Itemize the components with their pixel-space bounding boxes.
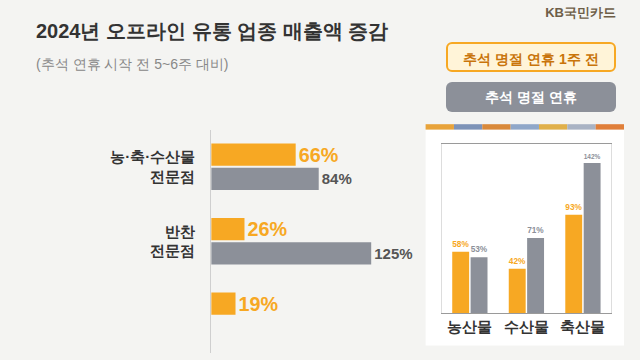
svg-text:84%: 84% <box>322 170 352 187</box>
svg-text:농·축·수산물전문점: 농·축·수산물전문점 <box>110 148 195 185</box>
svg-text:26%: 26% <box>248 218 288 240</box>
html-text:(추석 연휴 시작 전 5~6주 대비): (추석 연휴 시작 전 5~6주 대비) <box>36 56 229 72</box>
svg-text:66%: 66% <box>299 144 339 166</box>
svg-text:농산물: 농산물 <box>447 318 492 335</box>
svg-text:93%: 93% <box>565 203 582 212</box>
html-text:KB국민카드: KB국민카드 <box>545 5 616 20</box>
svg-text:125%: 125% <box>374 245 412 262</box>
svg-text:19%: 19% <box>239 293 279 315</box>
html-text:추석 명절 연휴 1주 전: 추석 명절 연휴 1주 전 <box>463 51 599 67</box>
svg-text:142%: 142% <box>584 153 601 160</box>
svg-text:58%: 58% <box>452 240 469 249</box>
svg-text:71%: 71% <box>527 226 544 235</box>
svg-text:수산물: 수산물 <box>504 318 549 335</box>
html-text:2024년 오프라인 유통 업종 매출액 증감: 2024년 오프라인 유통 업종 매출액 증감 <box>36 20 389 42</box>
svg-text:53%: 53% <box>471 245 488 254</box>
html-text:추석 명절 연휴: 추석 명절 연휴 <box>485 89 577 105</box>
svg-text:반찬전문점: 반찬전문점 <box>150 223 195 260</box>
svg-text:42%: 42% <box>509 257 526 266</box>
svg-text:축산물: 축산물 <box>560 318 605 335</box>
